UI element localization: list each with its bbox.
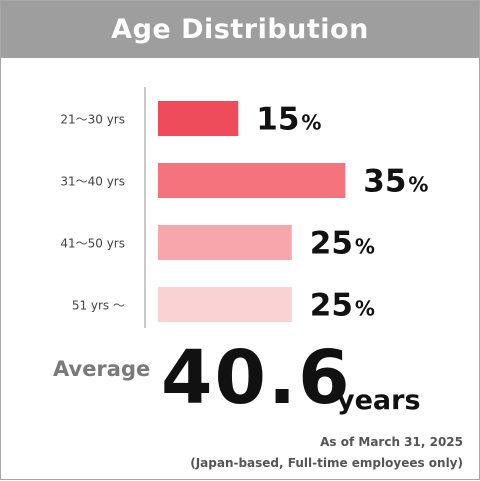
bar: [158, 101, 239, 136]
average-unit: years: [337, 385, 421, 416]
category-label: 51 yrs ～: [72, 299, 125, 313]
value-label: 25%: [310, 226, 375, 262]
category-label: 31～40 yrs: [60, 175, 125, 189]
scope-note: (Japan-based, Full-time employees only): [190, 456, 463, 470]
value-label: 25%: [310, 288, 375, 324]
average-label: Average: [53, 357, 151, 381]
chart-title: Age Distribution: [111, 14, 369, 45]
header-bar: Age Distribution: [1, 1, 479, 58]
category-label: 21～30 yrs: [60, 113, 125, 127]
bar: [158, 163, 346, 198]
date-note: As of March 31, 2025: [320, 435, 463, 449]
category-label: 41～50 yrs: [60, 237, 125, 251]
value-label: 35%: [363, 164, 428, 200]
bar: [158, 287, 292, 322]
average-value: 40.6: [161, 335, 352, 421]
value-label: 15%: [256, 102, 321, 138]
bar: [158, 225, 292, 260]
